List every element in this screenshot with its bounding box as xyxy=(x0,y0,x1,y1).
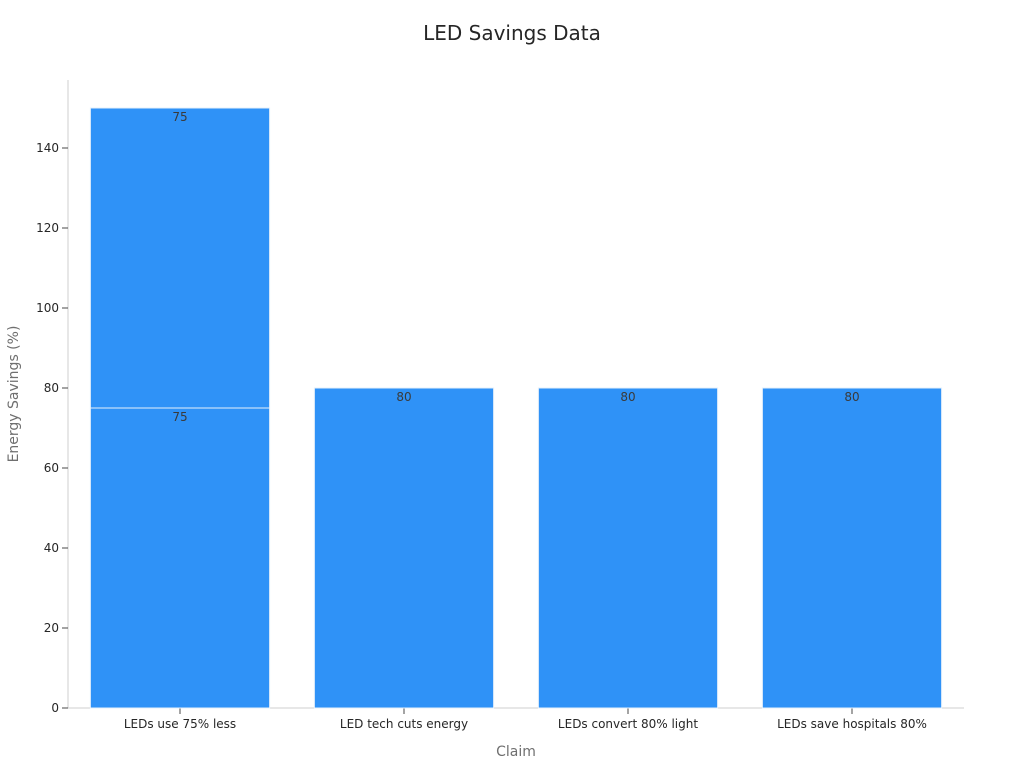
bar-value-label: 80 xyxy=(620,390,635,404)
y-tick-label: 20 xyxy=(44,621,59,635)
y-tick-label: 100 xyxy=(36,301,59,315)
y-tick-label: 80 xyxy=(44,381,59,395)
x-tick-label: LEDs convert 80% light xyxy=(558,717,698,731)
y-tick-label: 40 xyxy=(44,541,59,555)
bar-segment xyxy=(313,387,495,709)
y-tick-label: 60 xyxy=(44,461,59,475)
bar-segment xyxy=(89,107,271,409)
bar-value-label: 80 xyxy=(396,390,411,404)
chart-title: LED Savings Data xyxy=(423,21,601,45)
bar-value-label: 75 xyxy=(172,110,187,124)
bar-segment xyxy=(537,387,719,709)
x-tick-label: LEDs save hospitals 80% xyxy=(777,717,927,731)
data-labels-group: 75 80 80 80 75 xyxy=(172,110,859,424)
bar-segment xyxy=(89,407,271,709)
bar-segment xyxy=(761,387,943,709)
bar-value-label: 80 xyxy=(844,390,859,404)
y-tick-label: 140 xyxy=(36,141,59,155)
bars-group xyxy=(89,107,943,709)
y-tick-label: 0 xyxy=(51,701,59,715)
x-tick-label: LEDs use 75% less xyxy=(124,717,236,731)
bar-value-label: 75 xyxy=(172,410,187,424)
x-axis: LEDs use 75% less LED tech cuts energy LED… xyxy=(68,707,964,731)
y-tick-label: 120 xyxy=(36,221,59,235)
x-tick-label: LED tech cuts energy xyxy=(340,717,468,731)
y-axis: 0 20 40 60 80 100 120 140 xyxy=(36,80,69,715)
x-axis-title: Claim xyxy=(496,744,536,760)
y-axis-title: Energy Savings (%) xyxy=(6,326,22,463)
